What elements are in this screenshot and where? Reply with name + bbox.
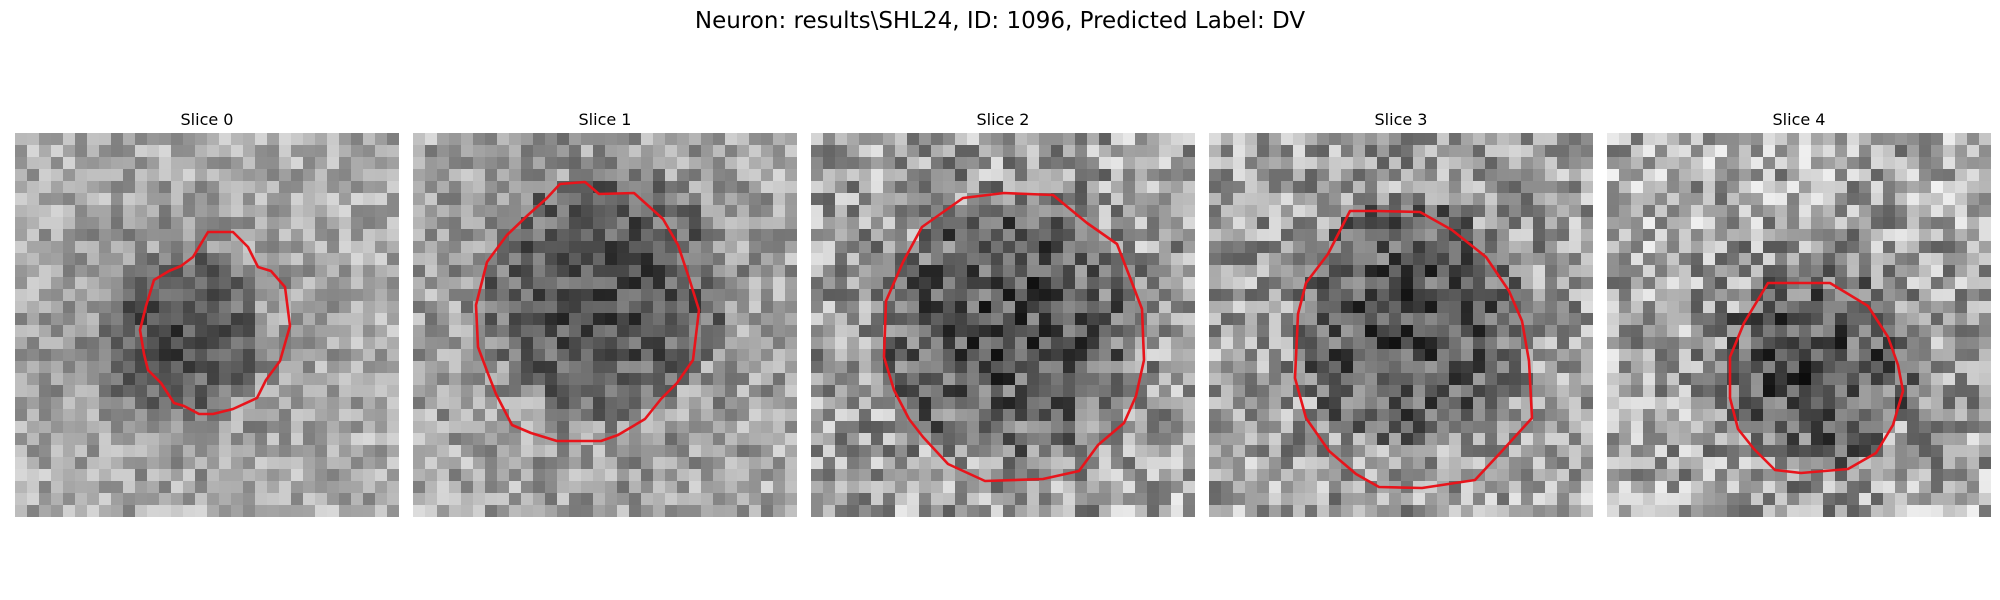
slice-panel-0: Slice 0 bbox=[15, 109, 399, 517]
roi-contour-3 bbox=[1293, 209, 1534, 490]
slice-pixels-2 bbox=[811, 133, 1195, 517]
slice-pixels-3 bbox=[1209, 133, 1593, 517]
roi-contour-1 bbox=[474, 180, 701, 443]
slice-image-0 bbox=[15, 133, 399, 517]
slice-panel-2: Slice 2 bbox=[811, 109, 1195, 517]
slice-panel-3: Slice 3 bbox=[1209, 109, 1593, 517]
slice-title-1: Slice 1 bbox=[578, 110, 632, 129]
slice-image-3 bbox=[1209, 133, 1593, 517]
slice-panel-4: Slice 4 bbox=[1607, 109, 1991, 517]
slice-image-1 bbox=[413, 133, 797, 517]
slice-title-4: Slice 4 bbox=[1772, 110, 1826, 129]
slice-pixels-1 bbox=[413, 133, 797, 517]
slice-image-2 bbox=[811, 133, 1195, 517]
roi-contour-2 bbox=[882, 191, 1146, 483]
slice-image-4 bbox=[1607, 133, 1991, 517]
slice-title-2: Slice 2 bbox=[976, 110, 1030, 129]
slice-title-3: Slice 3 bbox=[1374, 110, 1428, 129]
slice-pixels-0 bbox=[15, 133, 399, 517]
roi-contour-0 bbox=[138, 230, 292, 416]
slice-pixels-4 bbox=[1607, 133, 1991, 517]
roi-contour-4 bbox=[1728, 281, 1905, 475]
figure-title: Neuron: results\SHL24, ID: 1096, Predict… bbox=[694, 8, 1306, 34]
slice-panel-1: Slice 1 bbox=[413, 109, 797, 517]
slice-title-0: Slice 0 bbox=[180, 110, 234, 129]
